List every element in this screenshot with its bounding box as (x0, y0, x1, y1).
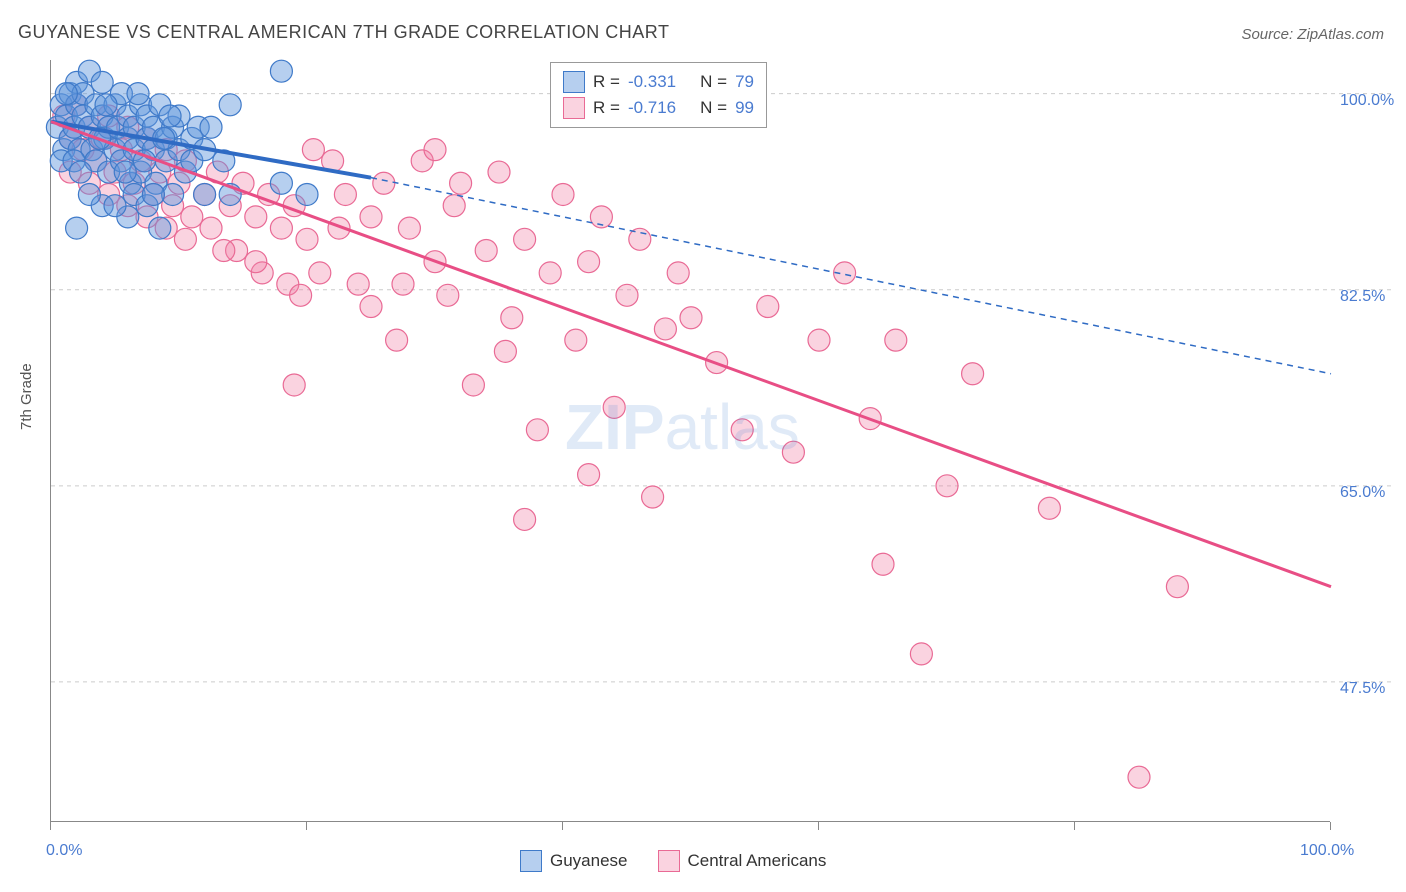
x-tick (1074, 822, 1075, 830)
legend-item-central: Central Americans (658, 850, 827, 872)
n-label: N = (700, 72, 727, 92)
x-tick-label: 0.0% (46, 842, 82, 860)
y-tick-label: 65.0% (1340, 484, 1385, 502)
legend-item-guyanese: Guyanese (520, 850, 628, 872)
n-value-guyanese: 79 (735, 72, 754, 92)
y-tick-label: 100.0% (1340, 92, 1394, 110)
swatch-blue-icon (563, 71, 585, 93)
swatch-pink-icon (563, 97, 585, 119)
legend-label: Guyanese (550, 851, 628, 871)
r-label: R = (593, 98, 620, 118)
series-legend: Guyanese Central Americans (520, 850, 826, 872)
chart-title: GUYANESE VS CENTRAL AMERICAN 7TH GRADE C… (18, 22, 669, 43)
y-tick-label: 47.5% (1340, 680, 1385, 698)
x-tick (50, 822, 51, 830)
x-tick (562, 822, 563, 830)
stats-row-guyanese: R = -0.331 N = 79 (563, 69, 754, 95)
legend-label: Central Americans (688, 851, 827, 871)
x-tick (1330, 822, 1331, 830)
r-value-central: -0.716 (628, 98, 676, 118)
x-tick (818, 822, 819, 830)
swatch-pink-icon (658, 850, 680, 872)
source-attribution: Source: ZipAtlas.com (1241, 26, 1384, 43)
stats-legend: R = -0.331 N = 79 R = -0.716 N = 99 (550, 62, 767, 128)
y-axis-label: 7th Grade (18, 363, 35, 430)
x-tick (306, 822, 307, 830)
plot-area (50, 60, 1330, 822)
x-tick-label: 100.0% (1300, 842, 1354, 860)
scatter-chart-svg (51, 60, 1406, 822)
n-value-central: 99 (735, 98, 754, 118)
stats-row-central: R = -0.716 N = 99 (563, 95, 754, 121)
y-tick-label: 82.5% (1340, 288, 1385, 306)
r-label: R = (593, 72, 620, 92)
r-value-guyanese: -0.331 (628, 72, 676, 92)
n-label: N = (700, 98, 727, 118)
swatch-blue-icon (520, 850, 542, 872)
